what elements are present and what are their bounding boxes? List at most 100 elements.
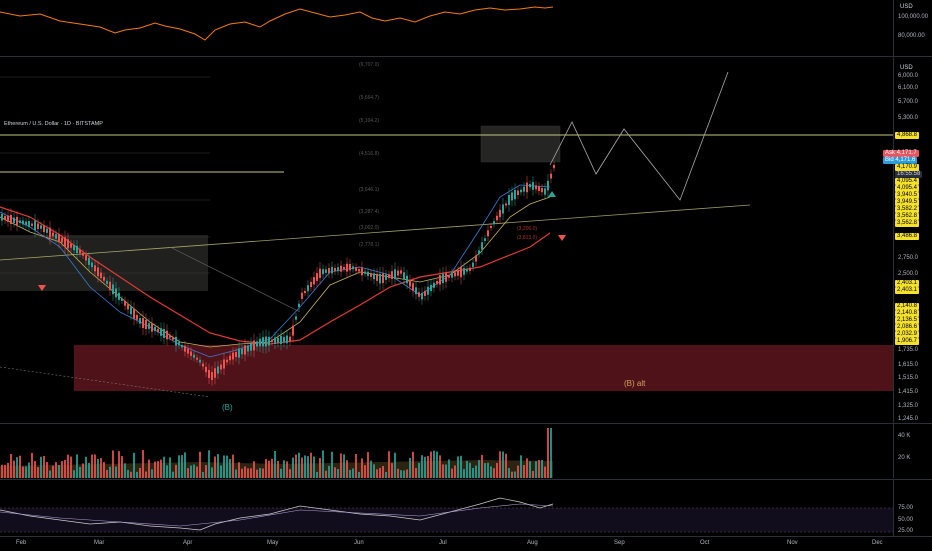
pane-separator[interactable] <box>0 423 932 424</box>
candle <box>325 269 327 273</box>
fib-level: (5,664.7) <box>359 95 380 101</box>
candle <box>304 290 306 294</box>
volume-scale[interactable]: 40 K 20 K <box>893 424 932 478</box>
volume-bar <box>439 455 441 478</box>
candle <box>280 335 282 345</box>
volume-bar <box>499 451 501 478</box>
main-chart-pane[interactable]: Ethereum / U.S. Dollar · 1D · BITSTAMP (… <box>0 57 893 423</box>
volume-bar <box>298 452 300 478</box>
candle <box>388 274 390 279</box>
candles-group <box>1 161 555 386</box>
volume-pane[interactable] <box>0 424 893 478</box>
candle <box>478 250 480 255</box>
volume-bar <box>37 467 39 478</box>
candle <box>346 263 348 272</box>
volume-bar <box>475 465 477 478</box>
volume-bar <box>55 462 57 478</box>
month-label: Nov <box>787 540 798 546</box>
candle <box>529 184 531 188</box>
candle <box>487 230 489 237</box>
volume-bar <box>505 453 507 478</box>
volume-bar <box>31 452 33 478</box>
rsi-scale[interactable]: 75.00 50.00 25.00 <box>893 480 932 536</box>
pane-separator[interactable] <box>0 479 932 480</box>
pane-separator[interactable] <box>0 56 932 57</box>
volume-bar <box>532 470 534 478</box>
candle <box>295 316 297 320</box>
candle <box>271 339 273 343</box>
candle <box>313 277 315 285</box>
candle <box>376 273 378 281</box>
candle <box>100 272 102 279</box>
volume-bar <box>103 462 105 478</box>
volume-bar <box>283 460 285 478</box>
candle <box>361 267 363 276</box>
volume-bar <box>358 471 360 478</box>
fib-level: (6,707.0) <box>359 62 380 68</box>
volume-bar <box>97 459 99 478</box>
compare-pane[interactable] <box>0 0 893 56</box>
price-tag: 2,140.8 <box>895 303 920 310</box>
volume-bar <box>106 470 108 478</box>
volume-bar <box>64 459 66 478</box>
price-tag: 4,095.4 <box>895 185 920 192</box>
volume-bar <box>25 466 27 478</box>
main-price-scale[interactable]: USD 6,000.0 6,100.0 5,700.0 5,300.0 2,75… <box>883 57 932 423</box>
candle <box>499 209 501 218</box>
volume-bar <box>214 456 216 478</box>
rsi-pane[interactable] <box>0 480 893 536</box>
candle <box>109 281 111 290</box>
rsi-tick: 25.00 <box>898 528 914 534</box>
demand-zone <box>74 345 893 391</box>
candle <box>400 270 402 274</box>
volume-bar <box>346 460 348 478</box>
volume-bar <box>328 465 330 478</box>
time-axis[interactable]: Feb Mar Apr May Jun Jul Aug Sep Oct Nov … <box>0 536 932 551</box>
volume-bar <box>511 471 513 478</box>
candle <box>205 366 207 373</box>
volume-bar <box>271 458 273 478</box>
price-tick: 2,500.0 <box>898 271 919 277</box>
volume-bar <box>121 456 123 478</box>
price-tick: 5,300.0 <box>898 115 919 121</box>
compare-price-scale[interactable]: USD 100,000.00 80,000.00 <box>893 0 932 56</box>
volume-bar <box>349 469 351 478</box>
volume-tick: 40 K <box>898 433 911 439</box>
volume-bar <box>73 470 75 478</box>
fib-level: (3,206.0) <box>517 226 538 232</box>
volume-bar <box>397 468 399 478</box>
volume-bar <box>184 452 186 478</box>
volume-bar <box>364 465 366 478</box>
volume-bar <box>145 471 147 478</box>
candle <box>142 318 144 328</box>
candle <box>145 320 147 329</box>
volume-bar <box>541 460 543 478</box>
volume-bar <box>448 459 450 478</box>
volume-bar <box>118 451 120 478</box>
fib-level: (3,002.0) <box>359 225 380 231</box>
volume-bar <box>175 464 177 478</box>
candle <box>415 287 417 295</box>
volume-bar <box>259 468 261 478</box>
candle <box>457 270 459 276</box>
candle <box>316 273 318 281</box>
candle <box>259 338 261 347</box>
volume-bar <box>322 450 324 478</box>
price-tag: 4,170.9 <box>895 164 920 171</box>
volume-bar <box>142 450 144 478</box>
price-tick: 1,515.0 <box>898 375 919 381</box>
volume-bar <box>34 461 36 478</box>
rsi-line <box>0 497 554 531</box>
candle <box>199 359 201 363</box>
price-tag: 2,403.1 <box>895 280 920 287</box>
fib-level: (3,646.1) <box>359 187 380 193</box>
candle <box>103 276 105 281</box>
volume-bars <box>1 428 552 478</box>
projection-path <box>549 71 729 201</box>
candle <box>76 245 78 254</box>
candle <box>226 359 228 363</box>
candle <box>118 292 120 300</box>
volume-bar <box>313 456 315 478</box>
month-label: Apr <box>183 540 193 546</box>
volume-bar <box>478 460 480 478</box>
